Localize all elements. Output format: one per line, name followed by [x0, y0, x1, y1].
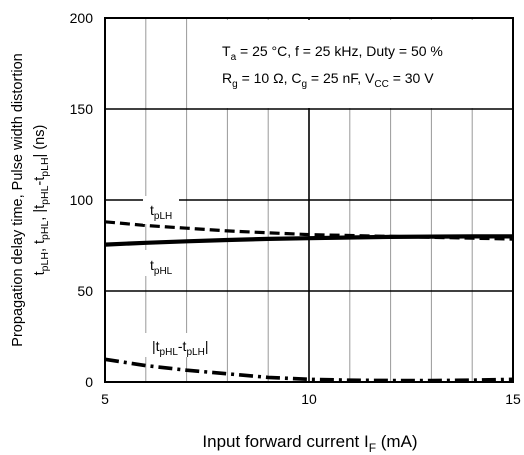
y-axis-label-group-2: tpLH​, tpHL​, |tpHL​-tpLH​| (ns) — [32, 125, 51, 276]
x-tick-label: 5 — [101, 391, 109, 407]
label-bg-diff — [145, 333, 223, 357]
label-bg-tplh — [143, 196, 179, 224]
conditions-line-1: Ta​ = 25 °C, f = 25 kHz, Duty = 50 % — [222, 43, 443, 63]
conditions-line-2: Rg​ = 10 Ω, Cg​ = 25 nF, VCC​ = 30 V — [222, 70, 434, 90]
series-line-1 — [104, 234, 513, 247]
y-tick-label: 100 — [70, 192, 94, 208]
series-lines — [104, 220, 514, 383]
conditions-box — [212, 20, 511, 108]
y-axis-label-line-2: tpLH​, tpHL​, |tpHL​-tpLH​| (ns) — [32, 125, 51, 276]
labels: Ta​ = 25 °C, f = 25 kHz, Duty = 50 % Rg​ … — [143, 20, 511, 358]
x-tick-label: 15 — [505, 391, 521, 407]
series-line-0 — [104, 220, 514, 241]
axes: 0 50 100 150 200 5 10 15 Input forward current I… — [10, 10, 521, 455]
plot-frame — [104, 17, 514, 383]
series-label-0: tpLH​ — [150, 202, 172, 222]
x-tick-label: 10 — [301, 391, 317, 407]
series-label-2: |tpHL​-tpLH​| — [152, 338, 208, 358]
y-tick-label: 50 — [77, 283, 93, 299]
y-axis-label-group-1: Propagation delay time, Pulse width dist… — [10, 53, 26, 346]
series-label-1: tpHL​ — [150, 257, 173, 277]
y-tick-label: 200 — [70, 10, 94, 26]
y-tick-label: 0 — [85, 374, 93, 390]
x-axis-label: Input forward current IF​ (mA) — [202, 432, 417, 455]
label-bg-tphl — [143, 250, 179, 276]
y-axis-label-line-1: Propagation delay time, Pulse width dist… — [10, 53, 26, 346]
y-tick-label: 150 — [70, 101, 94, 117]
